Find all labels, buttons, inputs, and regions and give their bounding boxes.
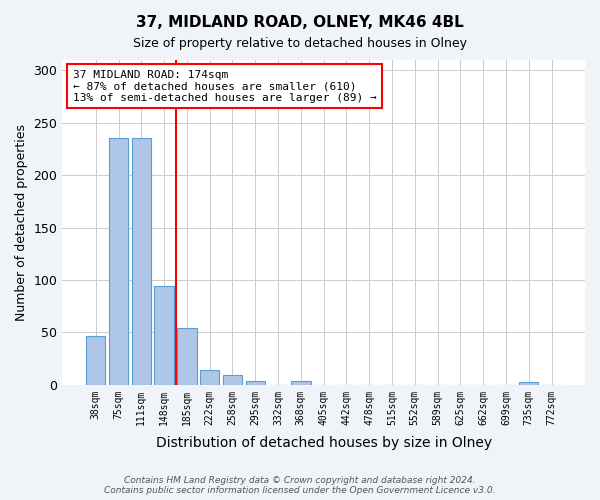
Text: Contains HM Land Registry data © Crown copyright and database right 2024.
Contai: Contains HM Land Registry data © Crown c… (104, 476, 496, 495)
Bar (131, 138, 151, 385)
Text: 37 MIDLAND ROAD: 174sqm
← 87% of detached houses are smaller (610)
13% of semi-d: 37 MIDLAND ROAD: 174sqm ← 87% of detache… (73, 70, 376, 103)
Bar (154, 286, 174, 385)
Text: Size of property relative to detached houses in Olney: Size of property relative to detached ho… (133, 38, 467, 51)
Bar (200, 370, 220, 385)
Bar (519, 382, 538, 385)
Bar (177, 328, 197, 385)
Bar (245, 380, 265, 385)
Y-axis label: Number of detached properties: Number of detached properties (15, 124, 28, 321)
Text: 37, MIDLAND ROAD, OLNEY, MK46 4BL: 37, MIDLAND ROAD, OLNEY, MK46 4BL (136, 15, 464, 30)
Bar (223, 376, 242, 385)
Bar (291, 380, 311, 385)
Bar (86, 336, 106, 385)
X-axis label: Distribution of detached houses by size in Olney: Distribution of detached houses by size … (155, 436, 492, 450)
Bar (109, 138, 128, 385)
